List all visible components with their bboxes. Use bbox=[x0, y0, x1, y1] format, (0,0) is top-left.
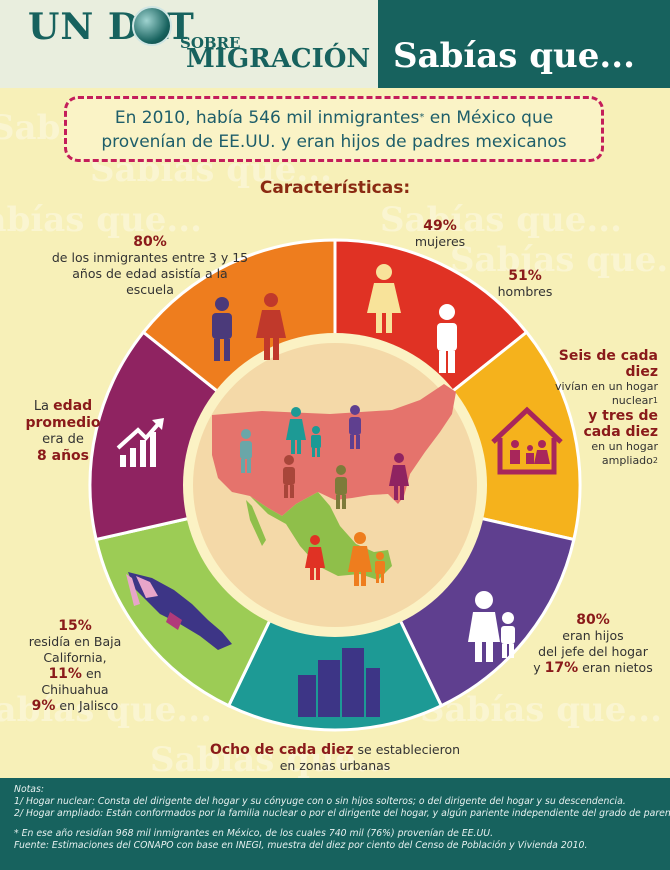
men-label: hombres bbox=[497, 284, 553, 299]
school-pct: 80% bbox=[133, 234, 167, 250]
man-icon bbox=[283, 455, 295, 498]
page-title: Sabías que... bbox=[393, 36, 635, 76]
urban-stat: Ocho de cada diez se establecieron en zo… bbox=[190, 742, 480, 774]
man-icon bbox=[437, 304, 457, 373]
household-stat: Seis de cada diez vivían en un hogar nuc… bbox=[548, 348, 658, 468]
age-pre: La bbox=[33, 399, 50, 414]
woman-icon bbox=[389, 453, 409, 500]
household-six: Seis de cada diez bbox=[558, 348, 658, 380]
header-logo-area bbox=[0, 0, 378, 88]
women-pct: 49% bbox=[423, 218, 457, 234]
children-y: y bbox=[533, 660, 541, 675]
gender-stat: 51% hombres bbox=[470, 268, 580, 300]
growth-chart-icon bbox=[116, 418, 164, 467]
logo-subtext: SOBRE bbox=[180, 34, 241, 52]
headline-line1: En 2010, había 546 mil inmigrantes bbox=[114, 108, 420, 128]
note-1: 1/ Hogar nuclear: Consta del dirigente d… bbox=[14, 796, 626, 807]
note-2: 2/ Hogar ampliado: Están conformados por… bbox=[14, 808, 670, 819]
state-text-3: en Jalisco bbox=[59, 698, 119, 713]
children-pct: 80% bbox=[576, 612, 610, 628]
household-extended: en un hogar ampliado bbox=[591, 440, 658, 467]
watermark-text: Sabías que... bbox=[150, 740, 392, 780]
age-value: 8 años bbox=[37, 448, 89, 464]
note-ref-2: 2 bbox=[652, 456, 658, 465]
source-note: Fuente: Estimaciones del CONAPO con base… bbox=[14, 840, 588, 851]
age-stat: La edad promedio era de 8 años bbox=[18, 398, 108, 464]
age-post: era de bbox=[42, 432, 84, 447]
grandchildren-pct: 17% bbox=[544, 660, 579, 676]
watermark-text: Sabías que... bbox=[380, 200, 622, 240]
urban-bold: Ocho de cada diez bbox=[209, 742, 354, 758]
parent-child-icon bbox=[468, 591, 515, 662]
states-stat: 15% residía en Baja California, 11% en C… bbox=[20, 618, 130, 714]
headline-line2: provenían de EE.UU. y eran hijos de padr… bbox=[101, 132, 567, 152]
baja-california-map bbox=[246, 500, 266, 546]
header-title-area bbox=[378, 0, 670, 88]
mexico-states-map-icon bbox=[126, 572, 232, 650]
headline-banner: En 2010, había 546 mil inmigrantes* en M… bbox=[64, 96, 604, 162]
center-people bbox=[240, 405, 409, 586]
child-icon bbox=[311, 426, 321, 457]
person-icon bbox=[240, 429, 252, 473]
women-label: mujeres bbox=[414, 234, 466, 249]
home-family-icon bbox=[491, 406, 563, 475]
note-asterisk: * En ese año residían 968 mil inmigrante… bbox=[14, 828, 494, 839]
woman-icon bbox=[305, 535, 325, 580]
state-text-2: en Chihuahua bbox=[41, 666, 109, 697]
globe-icon bbox=[132, 6, 172, 46]
headline-asterisk: * bbox=[419, 112, 425, 123]
state-pct-3: 9% bbox=[31, 698, 56, 714]
school-text: de los inmigrantes entre 3 y 15 años de … bbox=[51, 250, 249, 297]
household-three: y tres de cada diez bbox=[583, 408, 658, 440]
urban-rest: se establecieron bbox=[357, 742, 461, 757]
state-pct-1: 15% bbox=[58, 618, 92, 634]
note-ref-1: 1 bbox=[652, 396, 658, 405]
men-pct: 51% bbox=[508, 268, 542, 284]
children-stat: 80% eran hijos del jefe del hogar y 17% … bbox=[528, 612, 658, 676]
state-text-1: residía en Baja California, bbox=[28, 634, 122, 665]
city-buildings-icon bbox=[298, 648, 380, 717]
woman-icon bbox=[348, 532, 372, 586]
man-icon bbox=[335, 465, 347, 509]
students-icon bbox=[212, 293, 286, 361]
watermark-text: Sabías que... bbox=[0, 200, 202, 240]
grandchildren-text: eran nietos bbox=[582, 660, 653, 675]
age-mid: edad promedio bbox=[25, 398, 101, 431]
state-pct-2: 11% bbox=[48, 666, 82, 682]
children-text-2: del jefe del hogar bbox=[538, 644, 648, 659]
urban-line2: en zonas urbanas bbox=[279, 758, 391, 773]
woman-icon bbox=[367, 264, 401, 333]
household-nuclear: vivían en un hogar nuclear bbox=[555, 380, 658, 407]
watermark-text: Sabías que... bbox=[450, 240, 670, 280]
woman-icon bbox=[286, 407, 306, 454]
gender-stat: 49% mujeres bbox=[380, 218, 500, 250]
header: UN DAT SOBRE MIGRACIÓN Sabías que... bbox=[0, 0, 670, 88]
notes-title: Notas: bbox=[14, 784, 44, 795]
children-text-1: eran hijos bbox=[562, 628, 624, 643]
footnotes: Notas: 1/ Hogar nuclear: Consta del diri… bbox=[0, 778, 670, 870]
child-icon bbox=[375, 552, 385, 583]
logo-migracion: MIGRACIÓN bbox=[186, 44, 371, 74]
man-icon bbox=[349, 405, 361, 449]
headline-line1-end: en México que bbox=[424, 108, 554, 128]
school-stat: 80% de los inmigrantes entre 3 y 15 años… bbox=[50, 234, 250, 298]
watermark-text: Sabías que... bbox=[0, 690, 212, 730]
section-title: Características: bbox=[259, 178, 411, 198]
